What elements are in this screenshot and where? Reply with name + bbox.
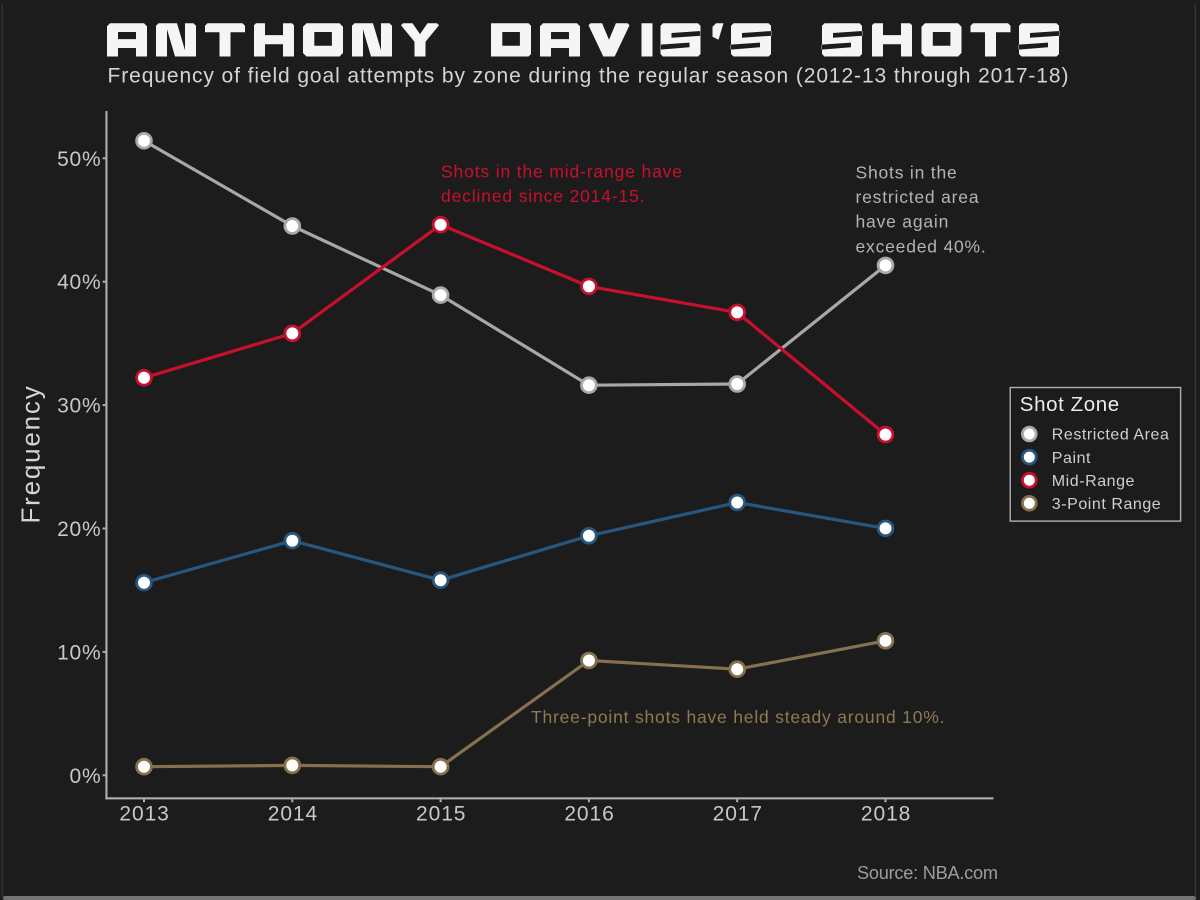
svg-text:20%: 20% <box>57 518 101 541</box>
svg-text:Frequency: Frequency <box>16 384 46 523</box>
svg-text:2017: 2017 <box>713 802 763 825</box>
svg-text:Mid-Range: Mid-Range <box>1052 473 1135 490</box>
svg-text:2015: 2015 <box>416 802 466 825</box>
svg-text:50%: 50% <box>57 148 101 171</box>
svg-text:Paint: Paint <box>1052 450 1091 467</box>
svg-text:30%: 30% <box>57 395 101 418</box>
svg-text:declined since 2014-15.: declined since 2014-15. <box>441 186 645 206</box>
svg-text:2016: 2016 <box>564 802 614 825</box>
svg-text:40%: 40% <box>57 271 101 294</box>
svg-text:Source: NBA.com: Source: NBA.com <box>857 863 998 883</box>
svg-text:2013: 2013 <box>119 802 169 825</box>
svg-text:2014: 2014 <box>268 802 318 825</box>
svg-text:2018: 2018 <box>861 802 911 825</box>
svg-text:Three-point shots have held st: Three-point shots have held steady aroun… <box>531 707 945 727</box>
svg-text:3-Point Range: 3-Point Range <box>1052 496 1161 513</box>
svg-text:Shots in the mid-range have: Shots in the mid-range have <box>441 162 683 182</box>
svg-text:restricted area: restricted area <box>856 187 980 207</box>
svg-text:Shot Zone: Shot Zone <box>1020 393 1120 416</box>
svg-text:Frequency of field goal attemp: Frequency of field goal attempts by zone… <box>108 65 1070 88</box>
svg-text:Restricted Area: Restricted Area <box>1052 427 1170 444</box>
svg-text:have again: have again <box>856 212 950 232</box>
svg-text:Shots in the: Shots in the <box>856 163 958 183</box>
svg-text:exceeded 40%.: exceeded 40%. <box>856 236 987 256</box>
svg-text:10%: 10% <box>57 641 101 664</box>
svg-text:0%: 0% <box>70 765 102 788</box>
